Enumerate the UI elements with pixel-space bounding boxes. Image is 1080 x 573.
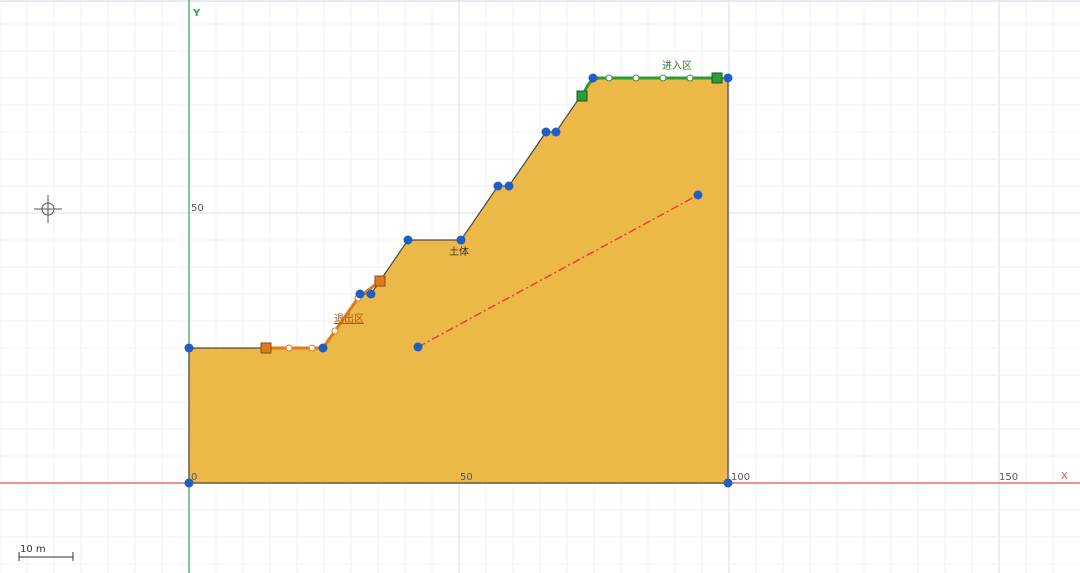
slip-line[interactable] (417, 194, 699, 348)
x-tick-label: 150 (999, 472, 1018, 483)
entry-handles (576, 72, 723, 102)
x-tick-label: 50 (460, 472, 473, 483)
exit-node[interactable] (331, 327, 339, 335)
entry-node[interactable] (659, 74, 667, 82)
vertex[interactable] (318, 343, 328, 353)
entry-handle[interactable] (711, 72, 723, 84)
cursor-crosshair (34, 195, 62, 223)
exit-node[interactable] (285, 344, 293, 352)
vertex[interactable] (723, 73, 733, 83)
exit-node[interactable] (308, 344, 316, 352)
exit-label: 退出区 (334, 312, 364, 325)
vertex[interactable] (403, 235, 413, 245)
entry-node[interactable] (686, 74, 694, 82)
entry-handle[interactable] (576, 90, 588, 102)
vertex[interactable] (184, 478, 194, 488)
soil-label: 土体 (449, 245, 469, 258)
scale-bar (18, 552, 74, 561)
vertex[interactable] (493, 181, 503, 191)
exit-handle[interactable] (260, 342, 272, 354)
vertex[interactable] (693, 190, 703, 200)
exit-handles (260, 275, 386, 354)
entry-label: 进入区 (662, 60, 692, 72)
vertex[interactable] (456, 235, 466, 245)
x-tick-label: 100 (731, 472, 750, 483)
vertex[interactable] (504, 181, 514, 191)
x-axis-label: X (1061, 471, 1068, 482)
vertex[interactable] (366, 289, 376, 299)
vertices (184, 73, 733, 488)
vertex[interactable] (551, 127, 561, 137)
entry-node[interactable] (605, 74, 613, 82)
vertex[interactable] (184, 343, 194, 353)
exit-handle[interactable] (374, 275, 386, 287)
vertex[interactable] (541, 127, 551, 137)
vertex[interactable] (413, 342, 423, 352)
y-tick-label: 50 (191, 203, 204, 214)
entry-node[interactable] (632, 74, 640, 82)
vertex[interactable] (588, 73, 598, 83)
vertex[interactable] (723, 478, 733, 488)
scale-bar-label: 10 m (20, 544, 46, 555)
y-axis-label: Y (192, 8, 201, 19)
vertex[interactable] (355, 289, 365, 299)
x-tick-label: 0 (191, 472, 197, 483)
